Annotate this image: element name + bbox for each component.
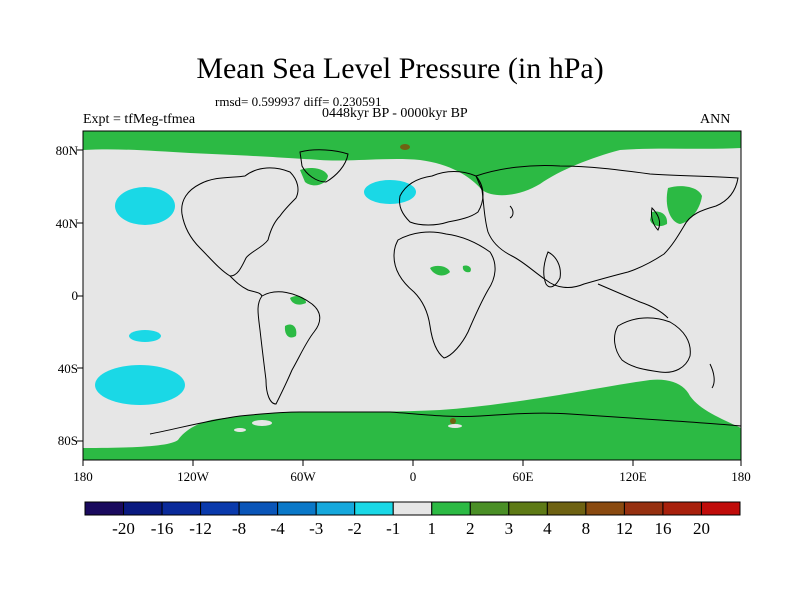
colorbar-label: -3 [309, 519, 324, 538]
colorbar-label: 4 [543, 519, 552, 538]
southeast-asia-coast [597, 283, 669, 319]
colorbar-swatch [354, 501, 394, 516]
period-text: 0448kyr BP - 0000kyr BP [322, 106, 468, 121]
colorbar-swatch [469, 501, 510, 516]
siberia-blob [666, 186, 702, 224]
colorbar-label: 1 [427, 519, 437, 538]
north-america-coast [181, 167, 299, 277]
colorbar-swatch [700, 501, 741, 516]
africa-coast [393, 231, 496, 359]
negative-anomaly-regions [95, 180, 416, 405]
neutral-patches [234, 420, 462, 432]
lat-label-80n: 80N [55, 143, 78, 158]
southern-pacific-low [95, 365, 185, 405]
colorbar-swatch [431, 501, 471, 516]
central-america-coast [229, 275, 263, 297]
lon-label-60e: 60E [512, 469, 534, 484]
africa-blob [430, 265, 450, 276]
stats-text: rmsd= 0.599937 diff= 0.230591 [215, 94, 382, 109]
colorbar-swatch [238, 501, 279, 516]
north-atlantic-low [364, 180, 416, 204]
axis-ticks [77, 149, 742, 466]
antarctica-coast [149, 411, 742, 435]
lon-label-0: 0 [409, 469, 417, 484]
colorbar-label: 20 [692, 519, 710, 538]
caspian-coast [509, 205, 514, 219]
colorbar-swatch [84, 501, 125, 516]
coastlines [149, 149, 742, 435]
africa-dot [462, 265, 471, 273]
positive-anomaly-regions [83, 131, 741, 460]
colorbar-swatch [546, 501, 587, 516]
new-zealand-coast [709, 363, 715, 389]
experiment-text: Expt = tfMeg-tfmea [83, 112, 196, 127]
colorbar-swatch [392, 501, 433, 516]
subtropical-south-pacific-low [129, 330, 161, 342]
colorbar-label: -1 [386, 519, 401, 538]
lon-label-120w: 120W [177, 469, 209, 484]
lat-label-40n: 40N [55, 216, 78, 231]
colorbar-swatch [315, 501, 356, 516]
colorbar-label: 16 [654, 519, 672, 538]
lon-label-180e: 180 [731, 469, 751, 484]
colorbar-label: -2 [347, 519, 362, 538]
colorbar-label: -4 [270, 519, 285, 538]
south-america-coast [257, 291, 321, 405]
lon-label-180w: 180 [73, 469, 93, 484]
greenland-coast [299, 149, 349, 183]
colorbar-label: -20 [112, 519, 135, 538]
asia-coast [475, 165, 739, 288]
colorbar-label: 2 [466, 519, 475, 538]
australia-coast [614, 317, 691, 373]
colorbar [84, 501, 741, 516]
lon-label-60w: 60W [290, 469, 316, 484]
colorbar-label: -12 [189, 519, 212, 538]
north-pacific-low [115, 187, 175, 225]
colorbar-swatch [200, 501, 240, 516]
lat-label-40s: 40S [57, 361, 78, 376]
antarctic-band [83, 379, 741, 460]
lat-label-0: 0 [71, 288, 79, 303]
chart-title: Mean Sea Level Pressure (in hPa) [196, 52, 604, 85]
colorbar-swatch [623, 501, 664, 516]
colorbar-swatch [585, 501, 625, 516]
colorbar-swatch [161, 501, 202, 516]
colorbar-label: -16 [150, 519, 174, 538]
colorbar-label: 8 [581, 519, 591, 538]
europe-coast [399, 171, 484, 226]
colorbar-swatch [277, 501, 317, 516]
colorbar-label: -8 [232, 519, 247, 538]
arctic-band [83, 131, 741, 196]
india-coast [543, 251, 561, 288]
colorbar-label: 3 [504, 519, 514, 538]
japan-coast [651, 206, 661, 231]
colorbar-label: 12 [615, 519, 633, 538]
colorbar-swatch [123, 501, 163, 516]
colorbar-swatch [508, 501, 548, 516]
season-text: ANN [700, 112, 731, 127]
lon-label-120e: 120E [619, 469, 647, 484]
lat-label-80s: 80S [57, 433, 78, 448]
colorbar-swatch [662, 501, 702, 516]
south-america-blob [284, 324, 297, 338]
brown-anomaly-spots [400, 144, 456, 424]
